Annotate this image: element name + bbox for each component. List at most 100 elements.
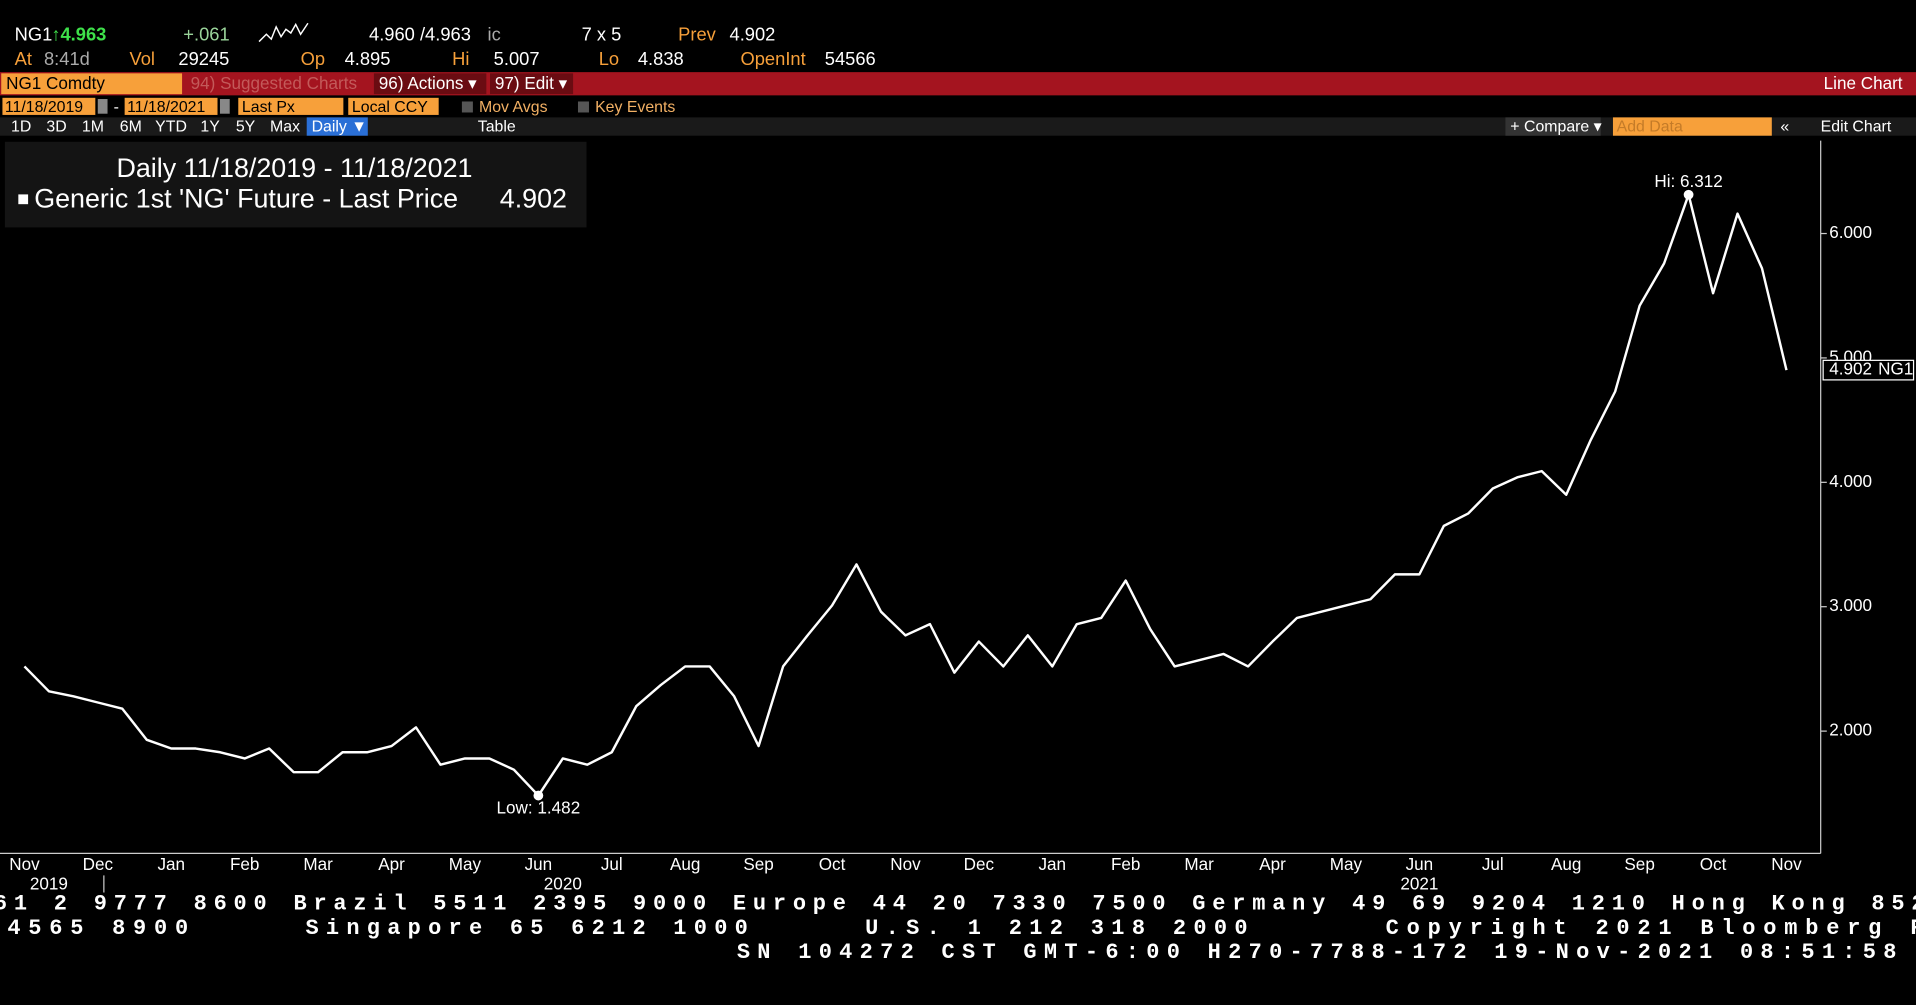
time: 8:41d [44, 48, 90, 69]
x-tick-label: Oct [819, 855, 846, 874]
table[interactable]: Table [478, 118, 516, 135]
extreme-label: Hi: 6.312 [1654, 172, 1722, 191]
checkbox[interactable] [461, 101, 473, 113]
range-button[interactable]: 1M [82, 118, 104, 135]
y-tick-label: 4.000 [1829, 472, 1872, 491]
hi: 5.007 [494, 48, 540, 69]
hi-label: Hi [452, 48, 469, 69]
edit-chart[interactable]: Edit Chart [1821, 118, 1892, 135]
x-tick-label: Sep [1624, 855, 1654, 874]
op: 4.895 [345, 48, 391, 69]
x-tick-label: May [1330, 855, 1363, 874]
last-price-value: 4.902 [1829, 360, 1872, 379]
x-tick-label: Jun [1406, 855, 1434, 874]
lo-label: Lo [599, 48, 619, 69]
footer-line: 4565 8900 [7, 916, 188, 941]
suggested-charts[interactable]: 94) Suggested Charts [191, 74, 357, 93]
start-date[interactable]: 11/18/2019 [5, 99, 83, 116]
last-price-ticker: NG1 [1878, 360, 1913, 379]
range-bar [0, 117, 1916, 136]
range-buttons: 1D 3D 1M 6M YTD 1Y 5Y Max [11, 118, 300, 135]
extreme-dot [1683, 189, 1694, 200]
chart-title: Daily 11/18/2019 - 11/18/2021 [116, 153, 472, 183]
range-button[interactable]: 3D [46, 118, 66, 135]
y-tick-label: 2.000 [1829, 721, 1872, 740]
footer-line: U.S. 1 212 318 2000 [865, 916, 1247, 941]
range-button[interactable]: YTD [155, 118, 187, 135]
range-button[interactable]: 6M [120, 118, 142, 135]
compare-button[interactable] [1505, 117, 1601, 136]
currency-box[interactable] [348, 97, 439, 115]
x-tick-label: Aug [670, 855, 700, 874]
x-tick-label: Jul [1482, 855, 1504, 874]
x-tick-label: Sep [743, 855, 773, 874]
change: +.061 [183, 23, 229, 44]
period-box[interactable] [306, 117, 368, 136]
at-label: At [15, 48, 32, 69]
start-box[interactable] [2, 97, 96, 115]
lo: 4.838 [638, 48, 684, 69]
legend-box [4, 141, 587, 228]
chart-kind: Line Chart [1824, 74, 1903, 93]
op-label: Op [301, 48, 325, 69]
x-tick-label: Oct [1700, 855, 1727, 874]
security[interactable]: NG1 Comdty [6, 74, 105, 93]
add-data-box[interactable] [1612, 117, 1772, 136]
x-tick-label: Feb [1111, 855, 1140, 874]
field[interactable]: Last Px [242, 99, 295, 116]
x-tick-label: Jun [525, 855, 553, 874]
currency[interactable]: Local CCY [352, 99, 428, 116]
add-data[interactable]: Add Data [1617, 118, 1683, 135]
calendar-icon[interactable] [219, 99, 230, 114]
y-tick-label: 3.000 [1829, 596, 1872, 615]
end-box[interactable] [124, 97, 218, 115]
range-button[interactable]: 1Y [200, 118, 220, 135]
period[interactable]: Daily ▼ [312, 118, 367, 135]
year-label: 2019 [30, 875, 68, 894]
end-date[interactable]: 11/18/2021 [127, 99, 205, 116]
actions[interactable]: 96) Actions ▾ [379, 74, 477, 93]
range-button[interactable]: Max [270, 118, 300, 135]
last-price-tag [1822, 359, 1915, 381]
calendar-icon[interactable] [97, 99, 108, 114]
prev-label: Prev [678, 23, 717, 44]
edit-button[interactable] [489, 73, 574, 95]
price-line [23, 193, 1788, 797]
x-tick-label: Apr [1259, 855, 1286, 874]
x-tick-label: Nov [9, 855, 40, 874]
security-box[interactable] [1, 73, 183, 95]
footer-line: SN 104272 CST GMT-6:00 H270-7788-172 19-… [737, 940, 1897, 965]
field-box[interactable] [238, 97, 344, 115]
collapse[interactable]: « [1780, 118, 1789, 135]
oi-label: OpenInt [740, 48, 805, 69]
year-label: 2021 [1400, 875, 1438, 894]
x-tick-label: Feb [230, 855, 259, 874]
x-tick-label: Dec [83, 855, 114, 874]
footer-line: 61 2 9777 8600 Brazil 5511 2395 9000 Eur… [0, 891, 1916, 916]
x-tick-label: Mar [1184, 855, 1214, 874]
x-tick-label: Nov [890, 855, 921, 874]
x-tick-label: Nov [1771, 855, 1802, 874]
edit[interactable]: 97) Edit ▾ [495, 74, 568, 93]
y-tick-label: 6.000 [1829, 223, 1872, 242]
actions-button[interactable] [373, 73, 487, 95]
prev: 4.902 [729, 23, 775, 44]
compare[interactable]: + Compare ▾ [1510, 118, 1601, 135]
x-tick-label: Jul [601, 855, 623, 874]
bid-ask: 4.960 /4.963 [369, 23, 471, 44]
x-tick-label: Jan [157, 855, 185, 874]
key-events[interactable]: Key Events [595, 99, 675, 116]
range-button[interactable]: 1D [11, 118, 31, 135]
mov-avgs[interactable]: Mov Avgs [479, 99, 548, 116]
checkbox[interactable] [577, 101, 589, 113]
last: ↑4.963 [51, 23, 106, 44]
extreme-dot [533, 790, 544, 801]
x-tick-label: Dec [964, 855, 995, 874]
range-button[interactable]: 5Y [236, 118, 256, 135]
x-tick-label: Aug [1551, 855, 1581, 874]
ticker: NG1 [15, 23, 53, 44]
oi: 54566 [825, 48, 876, 69]
extreme-label: Low: 1.482 [497, 799, 581, 818]
